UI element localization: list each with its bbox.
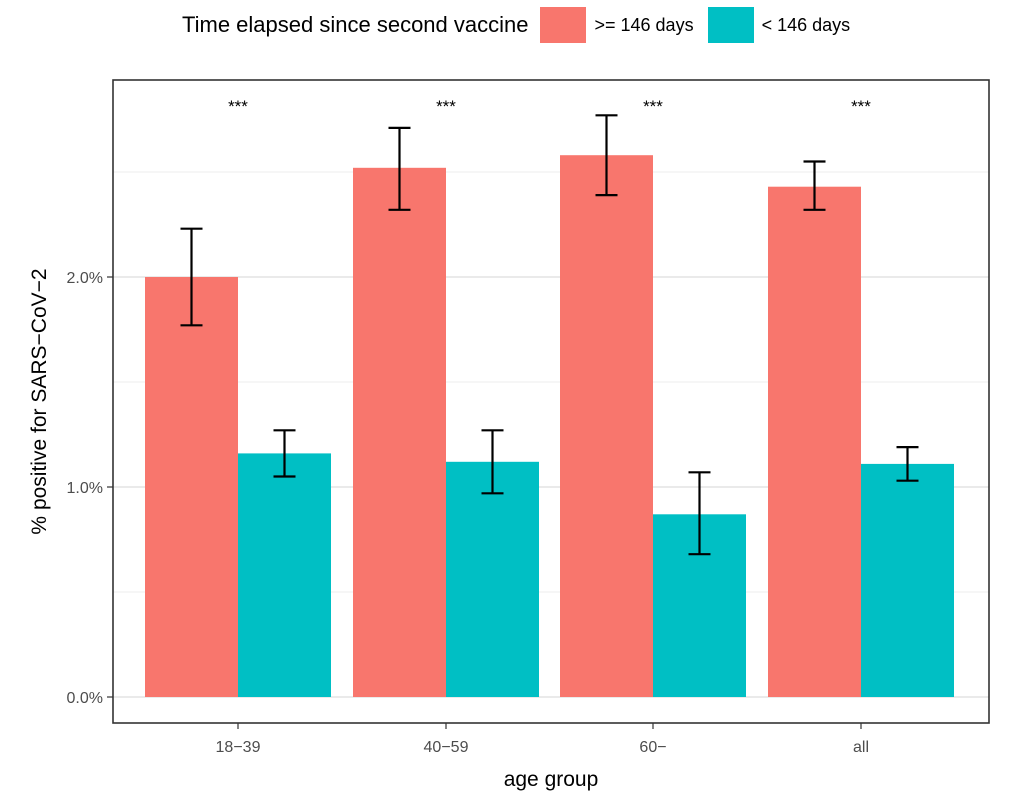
legend-item-series-2: < 146 days xyxy=(707,7,851,43)
legend-label-series-1: >= 146 days xyxy=(594,14,694,35)
x-axis-title: age group xyxy=(504,768,599,791)
bar-series-1-2 xyxy=(353,167,446,698)
x-tick-label-3: 60− xyxy=(639,739,666,756)
x-tick-label-1: 18−39 xyxy=(216,739,261,756)
bar-series-1-1 xyxy=(145,277,238,697)
error-bar-series-2-4 xyxy=(896,446,919,482)
bar-series-2-1 xyxy=(238,453,331,697)
bar-series-1-3 xyxy=(560,155,653,697)
error-bar-series-2-1 xyxy=(273,429,296,478)
significance-annotation-2: *** xyxy=(436,97,456,116)
legend-label-series-2: < 146 days xyxy=(761,14,851,35)
y-tick-label-2: 1.0% xyxy=(67,480,103,497)
bar-series-2-2 xyxy=(446,461,539,697)
error-bar-series-1-1 xyxy=(180,227,203,327)
x-tick-label-2: 40−59 xyxy=(424,739,469,756)
error-bar-series-1-4 xyxy=(803,160,826,211)
error-bar-series-2-2 xyxy=(481,429,504,495)
error-bar-series-2-3 xyxy=(688,471,711,556)
plot-border xyxy=(112,79,990,724)
y-axis-title: % positive for SARS−CoV−2 xyxy=(28,268,51,534)
y-tick-label-3: 2.0% xyxy=(67,270,103,287)
bar-series-1-4 xyxy=(768,186,861,697)
legend-item-series-1: >= 146 days xyxy=(540,7,694,43)
legend-swatch-series-2 xyxy=(707,7,754,43)
legend-title: Time elapsed since second vaccine xyxy=(182,12,529,37)
error-bar-series-1-2 xyxy=(388,126,411,211)
legend-swatch-series-1 xyxy=(540,7,587,43)
significance-annotation-3: *** xyxy=(643,97,663,116)
significance-annotation-4: *** xyxy=(851,97,871,116)
bar-series-2-4 xyxy=(861,463,954,697)
y-tick-label-1: 0.0% xyxy=(67,690,103,707)
error-bar-series-1-3 xyxy=(595,114,618,197)
legend: Time elapsed since second vaccine >= 146… xyxy=(182,6,864,44)
x-tick-label-4: all xyxy=(853,739,869,756)
significance-annotation-1: *** xyxy=(228,97,248,116)
